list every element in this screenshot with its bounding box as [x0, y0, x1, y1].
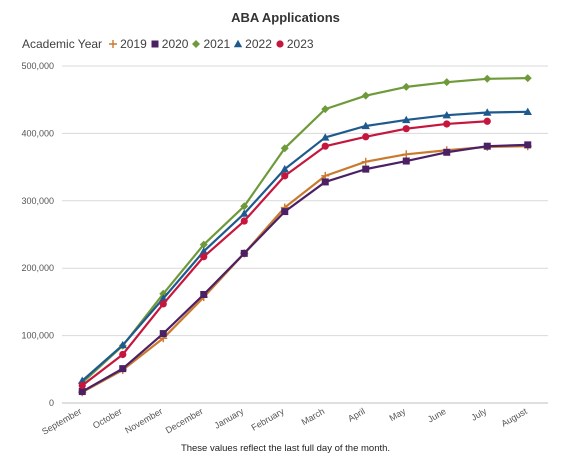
- series-2023: [78, 117, 491, 390]
- data-point: [361, 157, 370, 166]
- legend-marker-icon: [276, 40, 284, 48]
- data-point: [78, 388, 86, 396]
- x-tick-label: September: [40, 406, 83, 437]
- legend-label: 2021: [203, 37, 231, 51]
- legend-label: 2019: [120, 37, 147, 51]
- legend-item-2020: 2020: [150, 37, 189, 51]
- legend-marker: [192, 40, 201, 48]
- data-point: [78, 376, 87, 384]
- data-point: [483, 117, 491, 125]
- data-point: [119, 350, 127, 359]
- data-point: [281, 208, 289, 216]
- y-tick-label: 400,000: [21, 128, 54, 138]
- legend-item-2022: 2022: [233, 37, 272, 51]
- y-tick-label: 0: [49, 398, 54, 408]
- data-point: [321, 133, 330, 141]
- y-tick-label: 500,000: [21, 61, 54, 71]
- legend-item-2023: 2023: [275, 37, 314, 51]
- series-line-2022: [81, 110, 528, 382]
- x-tick-label: November: [123, 406, 164, 435]
- x-tick-label: January: [213, 406, 246, 431]
- data-point: [483, 108, 492, 116]
- x-tick-label: June: [426, 406, 448, 424]
- data-point: [321, 142, 329, 150]
- x-tick-label: March: [300, 406, 327, 427]
- series-2021: [78, 74, 532, 387]
- data-point: [159, 330, 167, 338]
- legend-marker-icon: [192, 40, 201, 48]
- data-point: [402, 115, 411, 124]
- data-point: [240, 209, 249, 217]
- data-point: [523, 107, 532, 116]
- series-2019: [78, 142, 532, 397]
- data-point: [240, 249, 248, 257]
- x-tick-label: May: [388, 406, 408, 423]
- data-point: [483, 142, 491, 150]
- x-tick-label: February: [250, 406, 287, 433]
- data-point: [483, 74, 492, 83]
- data-point: [159, 300, 167, 308]
- legend: Academic Year 2019 2020 2021 2022 2023: [22, 37, 317, 51]
- data-point: [523, 74, 532, 83]
- y-tick-label: 100,000: [21, 331, 54, 341]
- data-point: [119, 365, 127, 373]
- series-2022: [78, 107, 532, 384]
- legend-marker: [109, 40, 118, 48]
- legend-marker: [151, 40, 159, 48]
- legend-marker-icon: [151, 40, 159, 48]
- data-point: [321, 105, 330, 114]
- x-tick-label: April: [346, 406, 367, 424]
- series-2020: [78, 141, 532, 396]
- y-tick-label: 200,000: [21, 263, 54, 273]
- x-tick-label: December: [164, 406, 205, 435]
- data-point: [361, 121, 370, 130]
- legend-marker: [276, 40, 284, 48]
- data-point: [361, 91, 370, 100]
- data-point: [362, 165, 370, 173]
- data-point: [362, 133, 370, 141]
- legend-marker: [233, 39, 243, 48]
- y-tick-label: 300,000: [21, 196, 54, 206]
- x-tick-label: October: [91, 406, 124, 431]
- legend-title: Academic Year: [22, 37, 103, 51]
- legend-marker-icon: [109, 40, 118, 48]
- legend-label: 2022: [245, 37, 272, 51]
- legend-marker-icon: [233, 39, 243, 48]
- data-point: [402, 82, 411, 91]
- x-tick-label: July: [469, 406, 488, 423]
- data-point: [402, 157, 410, 165]
- data-point: [200, 253, 208, 261]
- data-point: [240, 217, 248, 225]
- series-line-2020: [81, 143, 528, 393]
- data-point: [199, 247, 208, 255]
- data-point: [402, 150, 411, 159]
- data-point: [200, 290, 208, 298]
- legend-item-2019: 2019: [108, 37, 147, 51]
- series-line-2021: [81, 77, 528, 384]
- data-point: [280, 144, 289, 153]
- data-point: [321, 178, 329, 186]
- data-point: [402, 125, 410, 133]
- legend-label: 2023: [286, 37, 314, 51]
- data-point: [442, 111, 451, 119]
- data-point: [118, 340, 127, 349]
- data-point: [443, 148, 451, 156]
- legend-item-2021: 2021: [191, 37, 230, 51]
- series-line-2023: [81, 120, 488, 387]
- data-point: [524, 141, 532, 149]
- legend-label: 2020: [161, 37, 189, 51]
- data-point: [443, 120, 451, 128]
- data-point: [280, 164, 289, 173]
- series-line-2019: [81, 145, 528, 394]
- chart-footnote: These values reflect the last full day o…: [180, 443, 391, 454]
- chart-title: ABA Applications: [231, 10, 340, 25]
- data-point: [281, 172, 289, 180]
- x-tick-label: August: [499, 406, 529, 429]
- data-point: [78, 381, 86, 390]
- data-point: [240, 202, 249, 211]
- data-point: [442, 78, 451, 87]
- data-point: [199, 240, 208, 249]
